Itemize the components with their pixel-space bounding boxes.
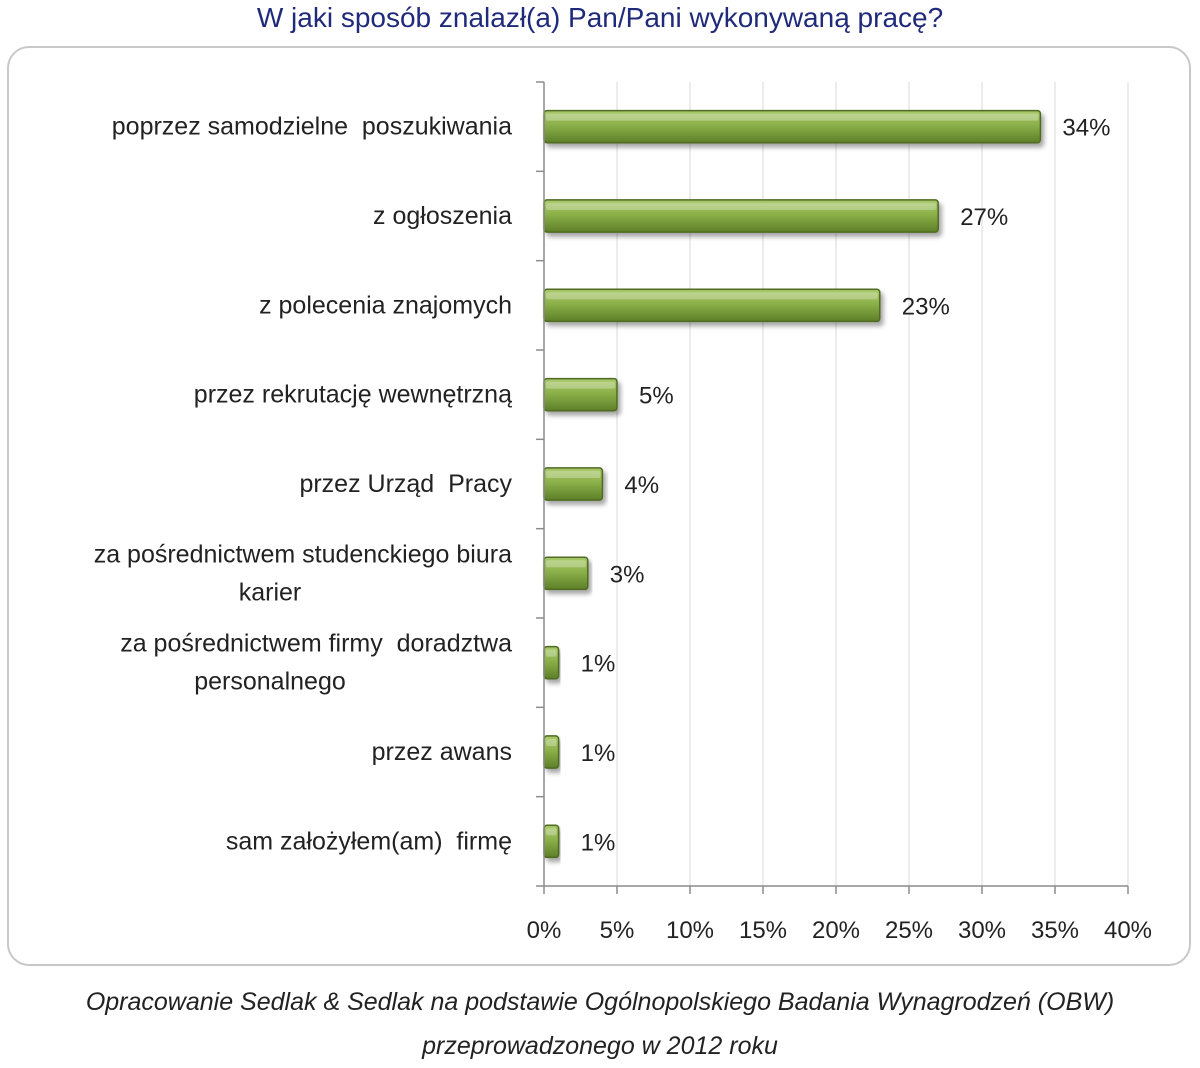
category-label: z ogłoszenia	[373, 202, 512, 230]
x-tick-label: 20%	[812, 917, 860, 944]
value-labels: 34% 27% 23% 5% 4% 3% 1% 1% 1%	[581, 115, 1111, 857]
bar-highlight	[546, 202, 937, 210]
bar	[543, 109, 1042, 144]
axes	[536, 81, 1129, 894]
bar	[543, 645, 560, 680]
bar	[543, 288, 881, 323]
category-labels: poprzez samodzielne poszukiwania z ogłosz…	[94, 113, 513, 856]
category-label: przez awans	[372, 738, 512, 766]
category-label: przez Urząd Pracy	[299, 470, 512, 498]
source-note: Opracowanie Sedlak & Sedlak na podstawie…	[0, 980, 1200, 1068]
bar	[543, 467, 604, 501]
x-tick-label: 35%	[1031, 917, 1079, 944]
data-label: 4%	[624, 472, 659, 499]
x-tick-label: 25%	[885, 917, 933, 944]
bar	[543, 824, 560, 859]
data-label: 1%	[581, 829, 616, 856]
data-label: 34%	[1062, 115, 1110, 142]
data-label: 5%	[639, 383, 674, 410]
bar-highlight	[546, 738, 557, 746]
x-tick-label: 5%	[600, 917, 635, 944]
category-label: za pośrednictwem studenckiego biura	[94, 540, 512, 568]
bar-highlight	[546, 828, 557, 836]
data-label: 3%	[610, 561, 645, 588]
x-tick-label: 10%	[666, 917, 714, 944]
category-label: przez rekrutację wewnętrzną	[194, 381, 512, 409]
category-label: personalnego	[194, 668, 346, 696]
bar-highlight	[546, 292, 878, 300]
category-label: poprzez samodzielne poszukiwania	[112, 113, 512, 141]
source-note-line2: przeprowadzonego w 2012 roku	[422, 1032, 778, 1060]
bar	[543, 377, 618, 412]
bar	[543, 199, 939, 233]
data-label: 1%	[581, 651, 616, 678]
bar-highlight	[546, 470, 601, 478]
data-label: 27%	[960, 204, 1008, 231]
bar	[543, 556, 589, 591]
x-tick-label: 15%	[739, 917, 787, 944]
x-tick-label: 30%	[958, 917, 1006, 944]
bar-highlight	[546, 649, 557, 657]
category-label: sam założyłem(am) firmę	[226, 827, 512, 855]
chart-title: W jaki sposób znalazł(a) Pan/Pani wykony…	[256, 2, 944, 33]
data-label: 23%	[902, 293, 950, 320]
category-label: karier	[239, 578, 302, 606]
bar-highlight	[546, 113, 1039, 121]
bars	[543, 109, 1042, 859]
x-tick-label: 0%	[527, 917, 562, 944]
category-label: za pośrednictwem firmy doradztwa	[120, 630, 512, 658]
bar-highlight	[546, 381, 615, 389]
data-label: 1%	[581, 740, 616, 767]
source-note-line1: Opracowanie Sedlak & Sedlak na podstawie…	[85, 988, 1115, 1016]
x-tick-labels: 0% 5% 10% 15% 20% 25% 30% 35% 40%	[527, 917, 1152, 944]
x-tick-label: 40%	[1104, 917, 1152, 944]
category-label: z polecenia znajomych	[259, 291, 512, 319]
bar	[543, 735, 560, 769]
bar-highlight	[546, 560, 586, 568]
